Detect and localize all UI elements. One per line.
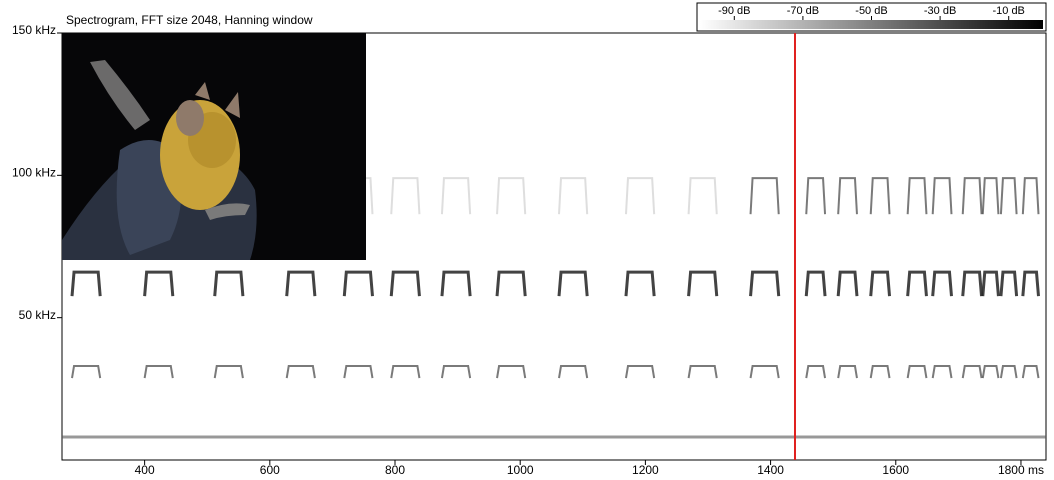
call bbox=[440, 177, 472, 215]
call bbox=[931, 177, 953, 215]
chart-title: Spectrogram, FFT size 2048, Hanning wind… bbox=[66, 13, 313, 27]
call bbox=[931, 365, 953, 379]
call bbox=[558, 365, 589, 379]
call bbox=[837, 177, 858, 215]
call bbox=[143, 270, 175, 297]
call bbox=[213, 270, 245, 297]
call bbox=[213, 365, 244, 379]
call bbox=[71, 365, 102, 379]
call bbox=[342, 270, 374, 297]
call bbox=[837, 365, 858, 379]
call bbox=[906, 177, 928, 215]
call bbox=[390, 365, 421, 379]
call bbox=[496, 177, 527, 215]
call bbox=[869, 365, 891, 379]
colorbar-tick-label: -70 dB bbox=[787, 5, 819, 17]
x-tick-label: 800 bbox=[385, 463, 405, 477]
call bbox=[961, 177, 983, 215]
call bbox=[749, 270, 781, 297]
call bbox=[981, 365, 1000, 379]
x-tick-label: 1800 ms bbox=[998, 463, 1044, 477]
x-tick-label: 400 bbox=[135, 463, 155, 477]
call bbox=[906, 270, 928, 297]
call bbox=[931, 270, 953, 297]
call bbox=[687, 365, 718, 379]
call bbox=[1021, 270, 1040, 297]
call bbox=[805, 177, 827, 215]
call bbox=[496, 365, 527, 379]
call bbox=[869, 177, 891, 215]
call bbox=[285, 365, 316, 379]
call bbox=[624, 365, 656, 379]
call bbox=[143, 365, 174, 379]
call bbox=[687, 270, 719, 297]
call bbox=[749, 365, 780, 379]
call bbox=[495, 270, 527, 297]
colorbar-tick-label: -30 dB bbox=[924, 5, 956, 17]
call bbox=[440, 365, 472, 379]
colorbar-tick-label: -90 dB bbox=[718, 5, 750, 17]
call bbox=[836, 270, 859, 297]
call bbox=[624, 177, 656, 215]
y-tick-label: 100 kHz bbox=[12, 166, 56, 180]
call bbox=[70, 270, 102, 297]
call bbox=[906, 365, 928, 379]
colorbar bbox=[700, 20, 1043, 29]
call bbox=[999, 177, 1018, 215]
call bbox=[869, 270, 892, 297]
call bbox=[390, 177, 421, 215]
call bbox=[804, 270, 827, 297]
y-tick-label: 50 kHz bbox=[19, 308, 56, 322]
call bbox=[805, 365, 827, 379]
call bbox=[1021, 177, 1040, 215]
x-tick-label: 1600 bbox=[882, 463, 909, 477]
x-tick-label: 600 bbox=[260, 463, 280, 477]
call bbox=[440, 270, 472, 297]
call bbox=[981, 177, 1000, 215]
call bbox=[343, 365, 374, 379]
y-tick-label: 150 kHz bbox=[12, 23, 56, 37]
colorbar-tick-label: -50 dB bbox=[855, 5, 887, 17]
call bbox=[999, 270, 1019, 297]
call bbox=[389, 270, 421, 297]
call bbox=[999, 365, 1018, 379]
bat-photo bbox=[62, 33, 366, 260]
colorbar-tick-label: -10 dB bbox=[992, 5, 1024, 17]
call bbox=[624, 270, 656, 297]
call bbox=[1021, 365, 1040, 379]
call bbox=[961, 270, 984, 297]
call bbox=[687, 177, 718, 215]
call bbox=[285, 270, 317, 297]
x-tick-label: 1400 bbox=[757, 463, 784, 477]
call bbox=[557, 270, 589, 297]
call bbox=[558, 177, 589, 215]
call bbox=[981, 270, 1000, 297]
call bbox=[961, 365, 983, 379]
x-tick-label: 1000 bbox=[507, 463, 534, 477]
x-tick-label: 1200 bbox=[632, 463, 659, 477]
call bbox=[749, 177, 780, 215]
